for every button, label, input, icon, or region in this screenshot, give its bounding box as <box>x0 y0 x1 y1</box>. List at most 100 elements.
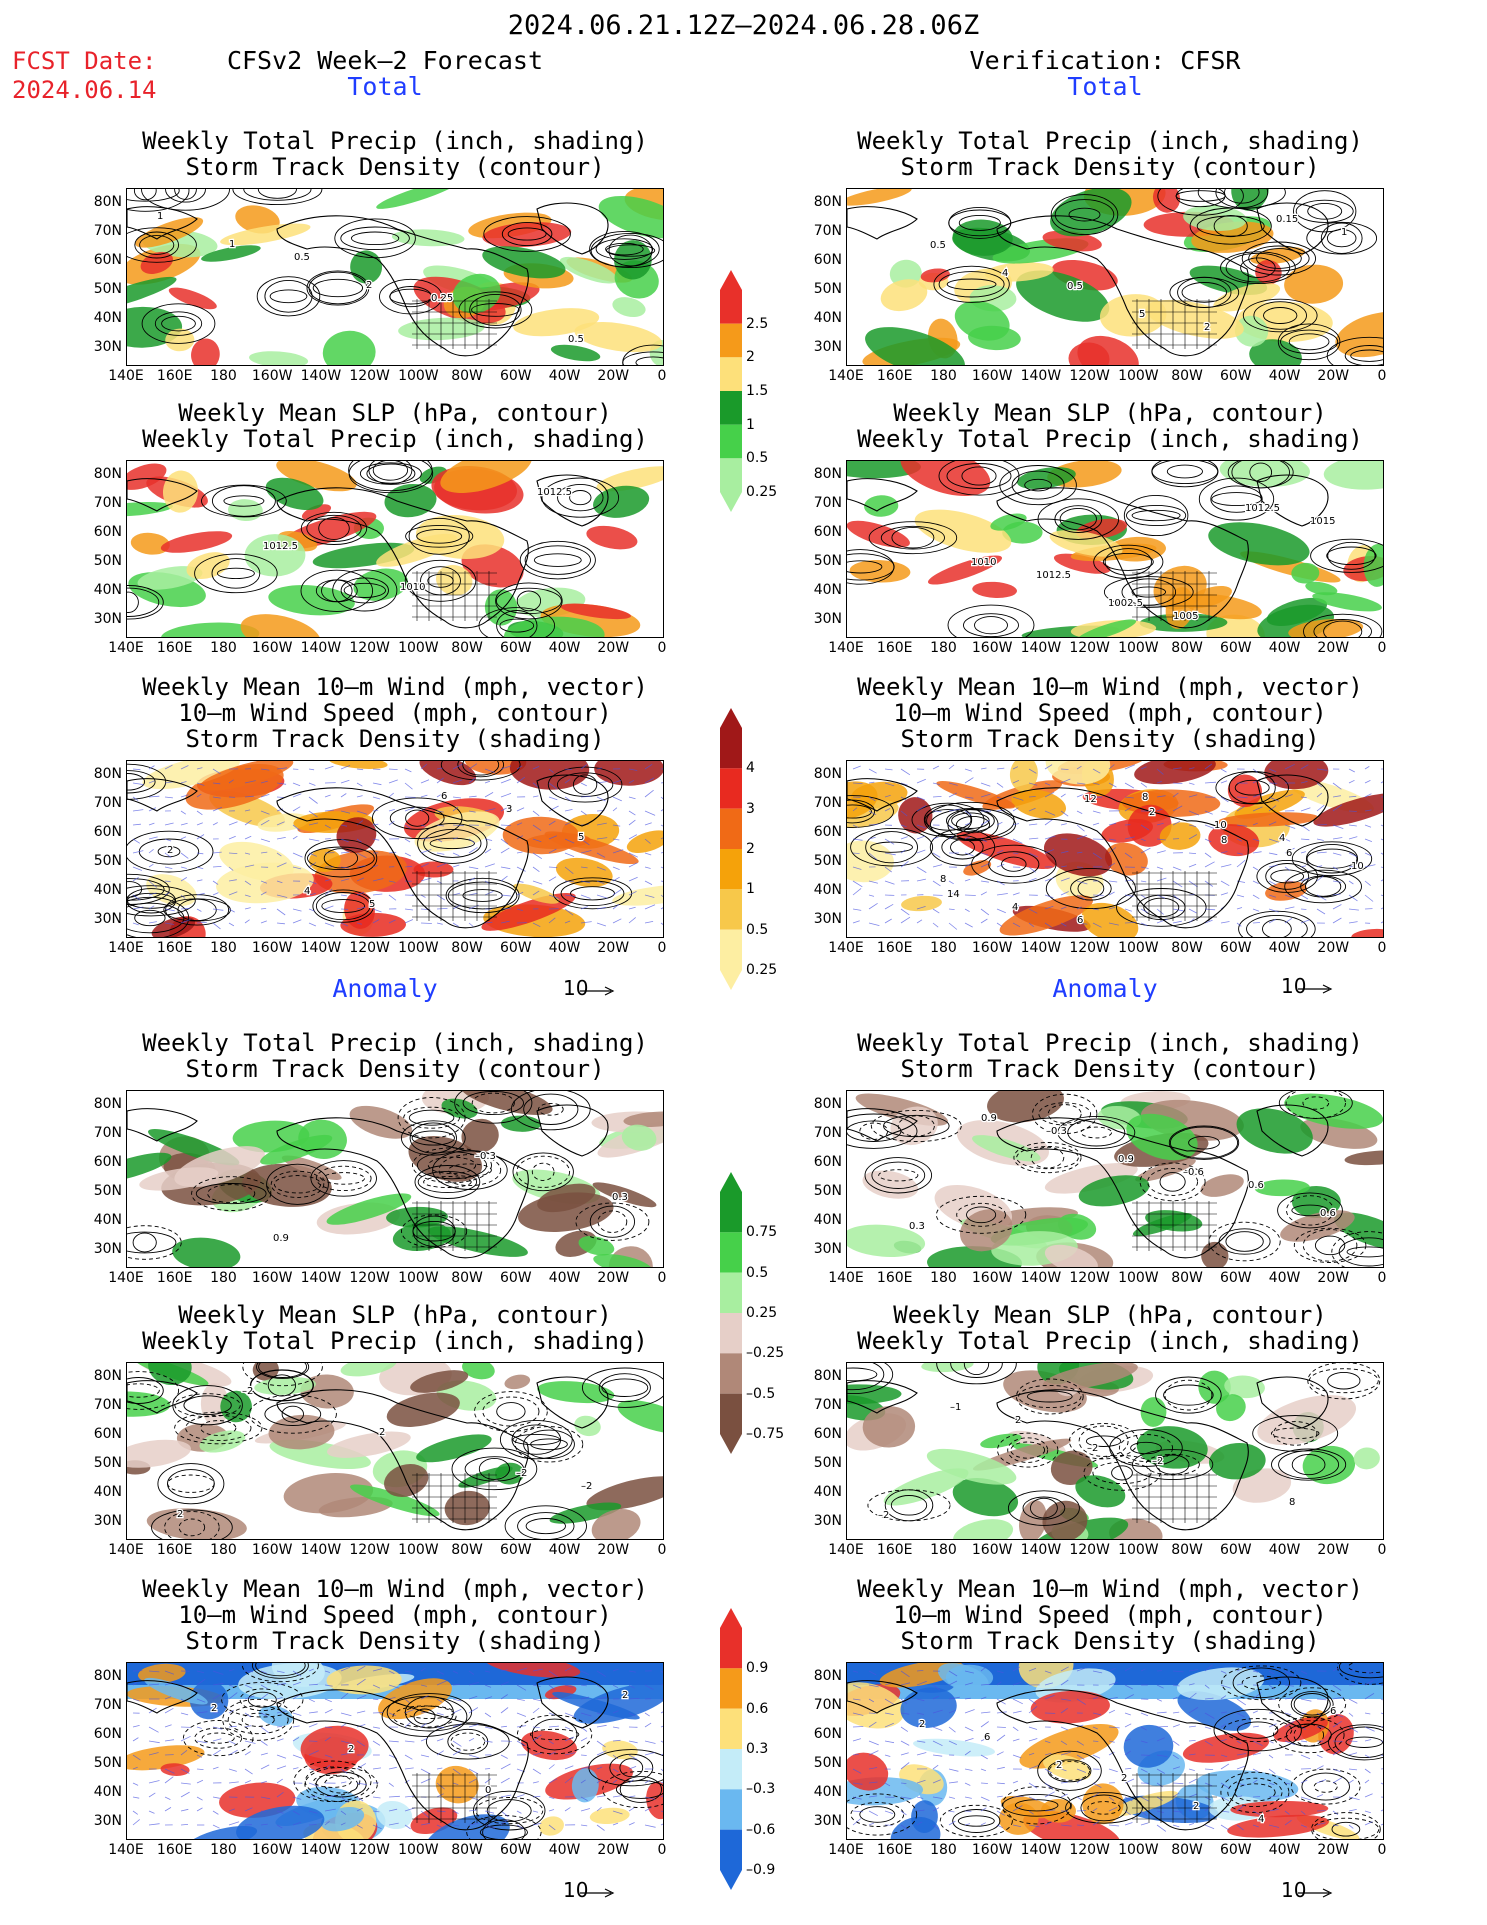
wind-vector <box>212 1726 223 1730</box>
colorbar-segment <box>720 1353 742 1394</box>
wind-vector <box>948 808 960 812</box>
wind-vector <box>1284 1795 1290 1798</box>
wind-vector <box>404 1807 416 1812</box>
wind-vector <box>580 764 588 770</box>
wind-vector <box>868 810 877 816</box>
shading-blob <box>1313 793 1383 827</box>
wind-vector <box>404 1767 414 1770</box>
wind-vector <box>324 1684 333 1687</box>
contour-line <box>427 1156 477 1174</box>
wind-vector <box>884 903 894 910</box>
wind-vector <box>260 1752 268 1756</box>
lat-tick-label: 60N <box>93 1426 122 1442</box>
wind-vector <box>244 1725 252 1728</box>
wind-vector <box>964 1768 973 1771</box>
wind-vector <box>180 1735 191 1742</box>
wind-vector <box>308 1723 318 1728</box>
wind-vector <box>628 906 636 910</box>
contour-label: –2 <box>242 1386 253 1397</box>
contour-line <box>154 311 203 336</box>
lon-tick-label: 60W <box>1219 1270 1252 1286</box>
wind-vector <box>1124 1796 1133 1802</box>
contour-line <box>1262 919 1292 937</box>
wind-vector <box>388 919 396 924</box>
wind-vector <box>852 920 860 924</box>
wind-vector <box>1268 821 1277 826</box>
contour-line <box>127 227 197 263</box>
wind-vector <box>532 824 542 831</box>
coastline <box>1256 474 1329 527</box>
wind-vector <box>196 793 202 798</box>
wind-vector <box>1012 1710 1022 1714</box>
wind-vector <box>1300 796 1307 799</box>
wind-vector <box>452 806 459 812</box>
wind-vector <box>1364 1739 1372 1742</box>
wind-vector <box>1156 1824 1167 1832</box>
lon-tick-label: 120W <box>1069 640 1110 656</box>
contour-line <box>264 1402 322 1426</box>
wind-vector <box>916 824 926 829</box>
wind-vector <box>564 779 571 784</box>
wind-vector <box>932 810 942 812</box>
f-total-wind-title-2: 10–m Wind Speed (mph, contour) <box>178 699 612 727</box>
wind-vector <box>132 838 141 844</box>
contour-line <box>516 1155 571 1188</box>
wind-vector <box>1044 764 1053 770</box>
contour-line <box>1163 1384 1214 1406</box>
contour-label: 0.5 <box>1067 281 1083 292</box>
lat-tick-label: 80N <box>93 194 122 210</box>
wind-vector <box>388 792 394 798</box>
colorbar-svg <box>720 1608 742 1890</box>
wind-vector <box>1236 1765 1246 1770</box>
contour-label: 1010 <box>971 557 996 568</box>
wind-vector <box>932 864 943 868</box>
lon-tick-label: 140W <box>1020 1842 1062 1858</box>
wind-vector <box>1252 1810 1262 1816</box>
contour-line <box>127 587 160 617</box>
wind-vector <box>1108 1740 1115 1743</box>
lon-tick-label: 160E <box>156 368 193 384</box>
shading-blob <box>137 566 203 590</box>
lat-tick-label: 70N <box>93 223 122 239</box>
wind-vector <box>340 1752 352 1756</box>
contour-label: 2 <box>919 1719 925 1730</box>
wind-vector <box>356 1782 367 1786</box>
wind-vector <box>1044 810 1056 816</box>
coastline <box>847 1380 918 1414</box>
wind-vector <box>612 780 622 784</box>
wind-vector <box>660 1711 663 1714</box>
contour-line <box>340 226 410 251</box>
wind-vector <box>1060 793 1066 798</box>
wind-vector <box>1172 1670 1184 1673</box>
wind-vector <box>260 810 270 815</box>
lon-tick-label: 160E <box>876 640 913 656</box>
shading-blob <box>1254 1179 1310 1197</box>
wind-vector <box>212 1766 219 1770</box>
contour-line <box>1241 1675 1281 1691</box>
contour-line <box>343 582 386 598</box>
shading-blob <box>340 912 406 937</box>
wind-vector <box>852 824 859 828</box>
wind-vector <box>436 810 444 813</box>
wind-vector <box>948 1696 960 1700</box>
wind-vector <box>1092 1820 1100 1826</box>
wind-vector <box>1348 894 1358 902</box>
colorbar-segment <box>720 424 742 459</box>
wind-vector <box>436 792 445 798</box>
contour-line <box>1139 1162 1206 1202</box>
wind-vector <box>644 1807 652 1812</box>
wind-vector <box>340 1666 351 1672</box>
wind-vector <box>1204 1697 1214 1700</box>
map-forecast-anom-precip: –0.3 0.3 0.9 <box>126 1090 664 1268</box>
shading-blob <box>1213 282 1281 312</box>
wind-vector <box>276 1810 284 1814</box>
shading-blob <box>560 603 631 620</box>
contour-line <box>471 303 520 317</box>
lon-tick-label: 140W <box>300 1542 342 1558</box>
wind-vector <box>1188 1692 1197 1700</box>
wind-vector <box>932 765 940 770</box>
wind-vector <box>484 780 491 784</box>
wind-vector <box>1348 880 1354 885</box>
lat-tick-label: 80N <box>93 466 122 482</box>
wind-vector <box>644 1684 654 1690</box>
